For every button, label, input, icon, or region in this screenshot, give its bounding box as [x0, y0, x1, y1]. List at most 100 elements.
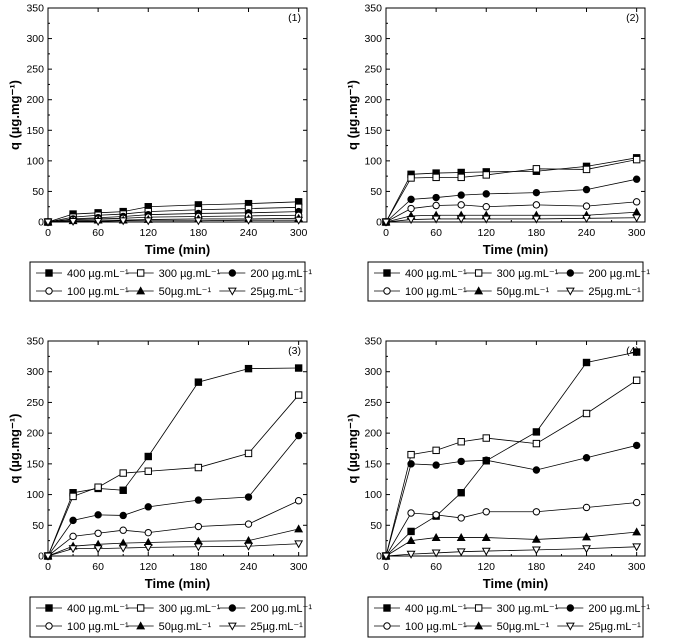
data-point: [94, 529, 102, 537]
x-tick-label: 300: [628, 561, 646, 573]
series-line: [47, 528, 299, 557]
y-tick-label: 50: [370, 520, 382, 532]
series-line: [47, 206, 299, 223]
plot-frame: [47, 7, 308, 223]
legend-marker: [474, 286, 484, 295]
series-line: [385, 217, 637, 223]
data-point: [632, 376, 641, 385]
data-point: [532, 188, 541, 197]
data-point: [432, 461, 440, 469]
series-line: [47, 201, 299, 223]
plot-frame: [385, 7, 646, 223]
data-point: [532, 466, 541, 474]
legend-label: 100 µg.mL⁻¹: [67, 286, 129, 298]
data-point: [457, 514, 465, 522]
data-point: [457, 173, 465, 182]
legend-marker: [45, 604, 53, 612]
y-axis-label: q (µg.mg⁻¹): [345, 80, 360, 150]
legend-entry: 200 µg.mL⁻¹: [557, 268, 650, 280]
x-tick-label: 0: [45, 227, 51, 239]
legend-marker: [383, 287, 391, 295]
y-tick-label: 300: [26, 366, 44, 378]
data-point: [457, 438, 465, 446]
data-point: [43, 218, 53, 227]
y-tick-label: 50: [32, 520, 44, 532]
plot-frame: [47, 340, 308, 557]
data-point: [632, 214, 642, 223]
y-tick-label: 250: [26, 64, 44, 76]
legend-label: 25µg.mL⁻¹: [250, 621, 303, 633]
data-point: [294, 540, 304, 549]
legend-entry: 25µg.mL⁻¹: [557, 286, 641, 298]
data-point: [407, 527, 415, 536]
y-tick-label: 150: [364, 458, 382, 470]
data-point: [582, 409, 591, 418]
data-point: [632, 155, 641, 164]
data-point: [481, 215, 491, 224]
data-point: [481, 532, 491, 541]
legend-label: 50µg.mL⁻¹: [159, 621, 212, 633]
data-point: [118, 217, 128, 226]
series-line: [47, 219, 299, 223]
data-point: [406, 216, 416, 225]
legend-marker: [565, 287, 575, 296]
series-6: [381, 214, 642, 227]
data-point: [194, 463, 203, 472]
series-line: [385, 502, 637, 557]
legend-entry: 100 µg.mL⁻¹: [374, 286, 467, 298]
x-tick-label: 180: [528, 227, 546, 239]
legend-marker: [45, 287, 53, 295]
data-point: [532, 439, 541, 448]
legend-entry: 300 µg.mL⁻¹: [465, 268, 559, 280]
data-point: [632, 348, 641, 356]
y-tick-label: 350: [26, 3, 44, 15]
x-tick-label: 180: [528, 561, 546, 573]
data-point: [431, 549, 441, 558]
legend-marker: [383, 269, 391, 277]
data-point: [457, 457, 465, 466]
data-point: [456, 532, 466, 541]
data-point: [93, 218, 103, 227]
legend: 400 µg.mL⁻¹ 300 µg.mL⁻¹ 200 µg.mL⁻¹ 100 µg.…: [367, 261, 650, 302]
y-axis-label: q (µg.mg⁻¹): [7, 80, 22, 150]
x-axis-label: Time (min): [145, 576, 211, 591]
data-point: [294, 364, 303, 372]
data-point: [432, 446, 440, 455]
series-2: [44, 391, 303, 560]
y-tick-label: 150: [26, 458, 44, 470]
data-point: [294, 391, 303, 399]
data-point: [632, 198, 641, 206]
data-point: [94, 511, 102, 519]
y-tick-label: 250: [364, 64, 382, 76]
data-point: [407, 460, 415, 468]
legend-frame: [367, 596, 644, 638]
y-tick-label: 300: [26, 33, 44, 45]
data-point: [632, 175, 641, 183]
legend-label: 50µg.mL⁻¹: [497, 286, 550, 298]
data-point: [143, 544, 153, 553]
legend-entry: 100 µg.mL⁻¹: [374, 621, 467, 633]
y-tick-label: 0: [376, 551, 382, 563]
data-point: [482, 456, 490, 464]
legend-label: 300 µg.mL⁻¹: [497, 268, 559, 280]
legend-marker: [136, 604, 145, 612]
data-point: [632, 543, 642, 552]
x-tick-label: 60: [430, 227, 442, 239]
data-point: [69, 532, 77, 541]
series-line: [385, 531, 637, 557]
legend-entry: 300 µg.mL⁻¹: [127, 603, 221, 615]
data-point: [582, 503, 591, 512]
legend-label: 200 µg.mL⁻¹: [250, 268, 312, 280]
legend-marker: [45, 269, 53, 277]
y-axis-label: q (µg.mg⁻¹): [7, 414, 22, 484]
legend-label: 400 µg.mL⁻¹: [405, 268, 467, 280]
y-tick-label: 150: [26, 125, 44, 137]
legend-entry: 200 µg.mL⁻¹: [557, 603, 650, 615]
data-point: [68, 545, 78, 554]
series-1: [44, 364, 303, 560]
legend-label: 25µg.mL⁻¹: [250, 286, 303, 298]
data-point: [68, 218, 78, 227]
legend-entry: 100 µg.mL⁻¹: [36, 621, 129, 633]
legend-marker: [566, 604, 575, 612]
series-line: [385, 546, 637, 557]
